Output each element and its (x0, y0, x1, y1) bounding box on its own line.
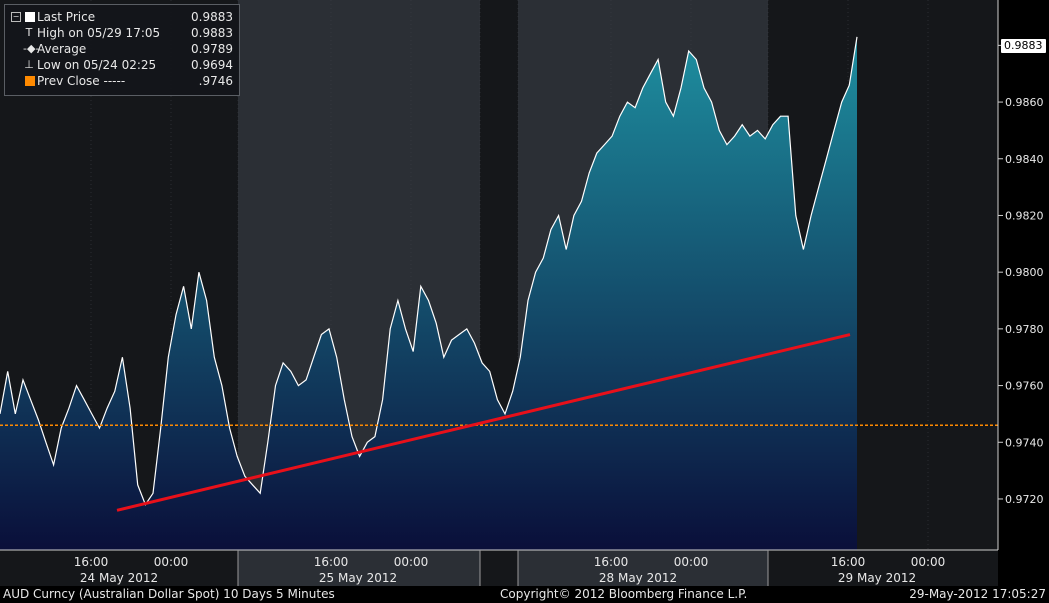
x-tick-label: 16:00 (314, 555, 349, 569)
prev-close-swatch (25, 76, 35, 86)
footer-bar: AUD Curncy (Australian Dollar Spot) 10 D… (0, 586, 1049, 603)
legend-row-average: -◆- Average 0.9789 (9, 41, 235, 57)
price-line (0, 36, 858, 506)
legend-row-high: T High on 05/29 17:05 0.9883 (9, 25, 235, 41)
x-tick-label: 16:00 (594, 555, 629, 569)
collapse-icon[interactable]: − (11, 12, 21, 22)
x-date-label: 29 May 2012 (838, 571, 916, 585)
low-marker-icon: ⊥ (24, 58, 34, 71)
x-tick-label: 00:00 (674, 555, 709, 569)
y-tick-label: 0.9800 (1005, 266, 1044, 279)
price-chart: 0.9720 0.9740 0.9760 0.9780 0.9800 0.9820 0.98… (0, 0, 1049, 586)
x-axis: 16:00 00:00 16:00 00:00 16:00 00:00 16:00 00:00… (0, 549, 998, 586)
legend-label: Average (37, 42, 87, 56)
x-date-label: 25 May 2012 (319, 571, 397, 585)
y-tick-label: 0.9720 (1005, 493, 1044, 506)
last-price-swatch (25, 12, 35, 22)
legend: − Last Price 0.9883 T High on 05/29 17:0… (4, 4, 240, 96)
copyright-text: Copyright© 2012 Bloomberg Finance L.P. (500, 587, 748, 601)
legend-row-low: ⊥ Low on 05/24 02:25 0.9694 (9, 57, 235, 73)
y-tick-label: 0.9860 (1005, 96, 1044, 109)
legend-row-prev-close: Prev Close ----- .9746 (9, 73, 235, 89)
average-line-icon: -◆- (23, 42, 40, 55)
legend-label: Low on 05/24 02:25 (37, 58, 157, 72)
trend-line (116, 333, 851, 512)
last-price-tag: 0.9883 (1001, 39, 1046, 53)
legend-value: 0.9883 (191, 26, 233, 40)
high-marker-icon: T (25, 26, 33, 39)
y-tick-label: 0.9740 (1005, 436, 1044, 449)
y-tick-label: 0.9760 (1005, 380, 1044, 393)
x-date-label: 24 May 2012 (80, 571, 158, 585)
legend-value: 0.9789 (191, 42, 233, 56)
legend-value: .9746 (198, 74, 233, 88)
legend-label: Prev Close ----- (37, 74, 126, 88)
security-description: AUD Curncy (Australian Dollar Spot) 10 D… (3, 587, 335, 601)
price-area (0, 36, 857, 550)
y-tick-label: 0.9780 (1005, 323, 1044, 336)
x-tick-label: 16:00 (831, 555, 866, 569)
x-date-label: 28 May 2012 (599, 571, 677, 585)
x-tick-label: 00:00 (911, 555, 946, 569)
x-tick-label: 00:00 (154, 555, 189, 569)
legend-value: 0.9694 (191, 58, 233, 72)
y-tick-label: 0.9840 (1005, 153, 1044, 166)
legend-value: 0.9883 (191, 10, 233, 24)
timestamp: 29-May-2012 17:05:27 (909, 587, 1046, 601)
legend-label: High on 05/29 17:05 (37, 26, 161, 40)
x-tick-label: 16:00 (74, 555, 109, 569)
y-tick-label: 0.9820 (1005, 209, 1044, 222)
x-tick-label: 00:00 (394, 555, 429, 569)
legend-label: Last Price (37, 10, 96, 24)
axis-panel (998, 0, 1049, 586)
legend-row-last-price: − Last Price 0.9883 (9, 9, 235, 25)
